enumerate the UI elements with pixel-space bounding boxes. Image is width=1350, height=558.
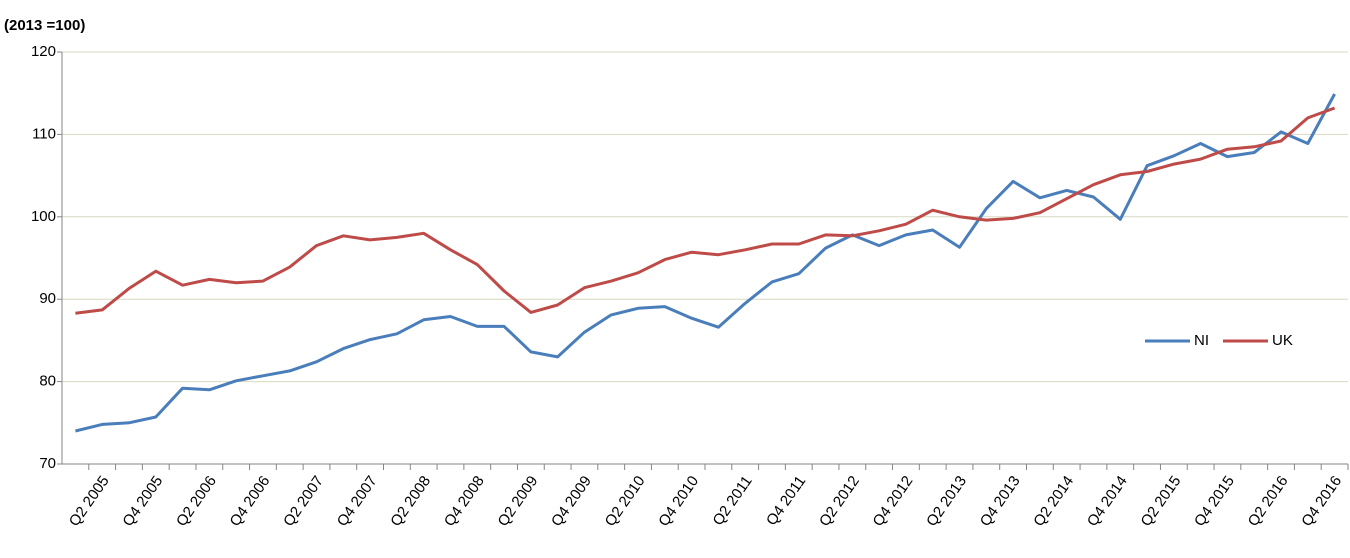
- x-tick-label: Q4 2016: [1298, 473, 1345, 530]
- x-tick-label: Q4 2013: [977, 473, 1024, 530]
- y-tick-label: 80: [39, 373, 56, 390]
- x-tick-label: Q2 2012: [816, 473, 863, 530]
- series-line: [75, 93, 1336, 433]
- series-line: [75, 106, 1336, 315]
- x-tick-label: Q2 2011: [709, 473, 755, 529]
- x-tick-label: Q2 2008: [387, 473, 434, 530]
- x-tick-label: Q4 2014: [1084, 473, 1131, 530]
- legend-label: UK: [1272, 332, 1293, 349]
- x-tick-label: Q4 2006: [227, 473, 274, 530]
- y-tick-label: 90: [39, 290, 56, 307]
- x-tick-label: Q2 2009: [494, 473, 541, 530]
- x-tick-label: Q2 2015: [1137, 473, 1184, 530]
- x-tick-label: Q4 2008: [441, 473, 488, 530]
- x-tick-label: Q2 2014: [1030, 473, 1077, 530]
- x-tick-label: Q2 2005: [66, 473, 113, 530]
- y-tick-label: 100: [31, 208, 56, 225]
- x-tick-label: Q2 2007: [280, 473, 327, 530]
- x-tick-label: Q2 2013: [923, 473, 970, 530]
- x-tick-label: Q4 2009: [548, 473, 595, 530]
- y-tick-label: 70: [39, 455, 56, 472]
- y-tick-label: 110: [32, 125, 56, 142]
- x-tick-label: Q2 2016: [1245, 473, 1292, 530]
- x-tick-label: Q4 2010: [655, 473, 702, 530]
- x-tick-label: Q4 2012: [870, 473, 917, 530]
- legend-label: NI: [1194, 332, 1209, 349]
- x-tick-label: Q4 2015: [1191, 473, 1238, 530]
- x-tick-label: Q2 2006: [173, 473, 220, 530]
- x-tick-label: Q4 2007: [334, 473, 381, 530]
- y-tick-label: 120: [31, 43, 56, 60]
- x-tick-label: Q2 2010: [602, 473, 649, 530]
- x-tick-label: Q4 2005: [119, 473, 166, 530]
- y-axis-label: (2013 =100): [4, 17, 85, 34]
- x-tick-label: Q4 2011: [763, 473, 809, 529]
